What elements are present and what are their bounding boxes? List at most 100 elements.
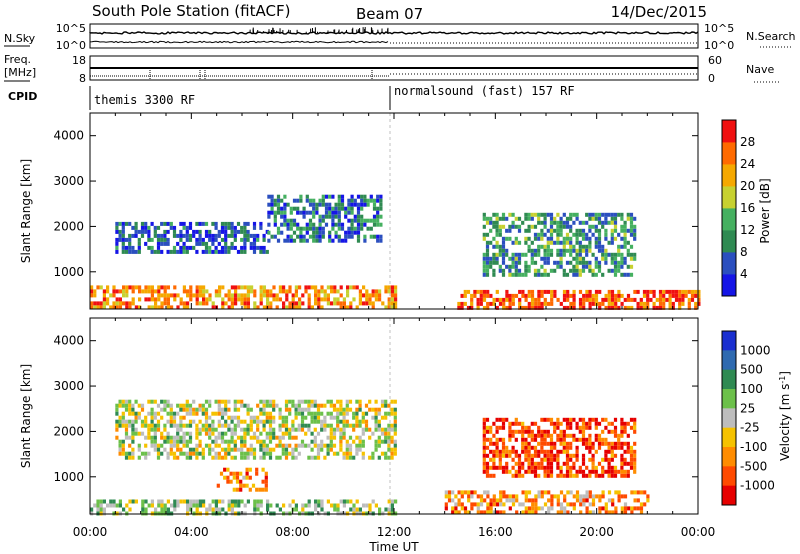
range-gate-cell [160, 499, 164, 504]
range-gate-cell [305, 194, 309, 199]
range-gate-cell [109, 499, 113, 504]
range-gate-cell [572, 264, 576, 269]
range-gate-cell [578, 232, 582, 237]
range-gate-cell [482, 264, 486, 269]
range-gate-cell [310, 411, 314, 416]
range-gate-cell [262, 305, 266, 310]
range-gate-cell [246, 293, 250, 298]
range-gate-cell [246, 455, 250, 460]
range-gate-cell [361, 431, 365, 436]
range-gate-cell [594, 212, 598, 217]
range-gate-cell [681, 301, 685, 306]
range-gate-cell [627, 506, 631, 511]
range-gate-cell [511, 212, 515, 217]
range-gate-cell [189, 503, 193, 508]
range-gate-cell [121, 249, 125, 254]
range-gate-cell [387, 285, 391, 290]
range-gate-cell [581, 228, 586, 233]
range-gate-cell [188, 221, 193, 226]
range-gate-cell [115, 221, 119, 226]
range-gate-cell [344, 210, 348, 215]
range-gate-cell [262, 293, 266, 298]
range-gate-cell [380, 451, 385, 456]
range-gate-cell [93, 305, 97, 310]
range-gate-cell [266, 289, 270, 294]
range-gate-cell [604, 437, 608, 442]
range-gate-cell [533, 232, 538, 237]
range-gate-cell [185, 399, 189, 404]
range-gate-cell [585, 264, 589, 269]
range-gate-cell [501, 260, 506, 265]
range-gate-cell [195, 301, 199, 306]
range-gate-cell [626, 421, 630, 426]
range-gate-cell [514, 293, 519, 298]
range-gate-cell [220, 229, 225, 234]
colorbar-tick-label: 8 [740, 245, 748, 259]
range-gate-cell [99, 507, 103, 512]
range-gate-cell [588, 260, 592, 265]
range-gate-cell [345, 411, 349, 416]
range-gate-cell [147, 451, 151, 456]
range-gate-cell [598, 506, 602, 511]
range-gate-cell [307, 285, 311, 290]
range-gate-cell [534, 297, 538, 302]
range-gate-cell [237, 297, 241, 302]
range-gate-cell [128, 241, 132, 246]
range-gate-cell [345, 403, 349, 408]
range-gate-cell [694, 289, 698, 294]
range-gate-cell [498, 417, 502, 422]
range-gate-cell [486, 506, 490, 511]
range-gate-cell [575, 268, 579, 273]
range-gate-cell [611, 502, 615, 507]
range-gate-cell [387, 289, 391, 294]
range-gate-cell [514, 453, 518, 458]
range-gate-cell [377, 423, 381, 428]
range-gate-cell [597, 220, 602, 225]
range-gate-cell [220, 431, 225, 436]
range-gate-cell [269, 301, 273, 306]
range-gate-cell [160, 241, 164, 246]
range-gate-cell [224, 455, 228, 460]
range-gate-cell [297, 403, 301, 408]
range-gate-cell [314, 293, 318, 298]
range-gate-cell [515, 494, 519, 499]
range-gate-cell [217, 419, 221, 424]
range-gate-cell [578, 252, 582, 257]
range-gate-cell [546, 272, 550, 277]
range-gate-cell [578, 301, 583, 306]
colorbar-tick-label: 20 [740, 179, 755, 193]
range-gate-cell [243, 451, 247, 456]
range-gate-cell [591, 498, 596, 503]
range-gate-cell [607, 498, 612, 503]
range-gate-cell [230, 233, 234, 238]
range-gate-cell [272, 435, 276, 440]
range-gate-cell [310, 399, 314, 404]
range-gate-cell [562, 268, 566, 273]
range-gate-cell [352, 439, 356, 444]
range-gate-cell [572, 473, 576, 478]
range-gate-cell [297, 423, 301, 428]
range-gate-cell [527, 461, 531, 466]
range-gate-cell [198, 499, 202, 504]
range-gate-cell [376, 238, 380, 243]
noise-sky-trace [89, 31, 699, 35]
range-gate-cell [320, 499, 324, 504]
range-gate-cell [365, 293, 369, 298]
range-gate-cell [122, 293, 126, 298]
range-gate-cell [565, 421, 570, 426]
range-gate-cell [537, 465, 541, 470]
colorbar-frame [721, 119, 737, 297]
range-gate-cell [249, 407, 253, 412]
range-gate-cell [278, 455, 282, 460]
range-gate-cell [124, 431, 129, 436]
range-gate-cell [144, 285, 148, 290]
range-gate-cell [262, 403, 266, 408]
range-gate-cell [610, 465, 614, 470]
range-gate-cell [527, 289, 531, 294]
range-gate-cell [562, 248, 566, 253]
range-gate-cell [320, 419, 324, 424]
range-gate-cell [533, 236, 538, 241]
range-gate-cell [150, 407, 154, 412]
range-gate-cell [243, 301, 247, 306]
range-gate-cell [150, 411, 154, 416]
